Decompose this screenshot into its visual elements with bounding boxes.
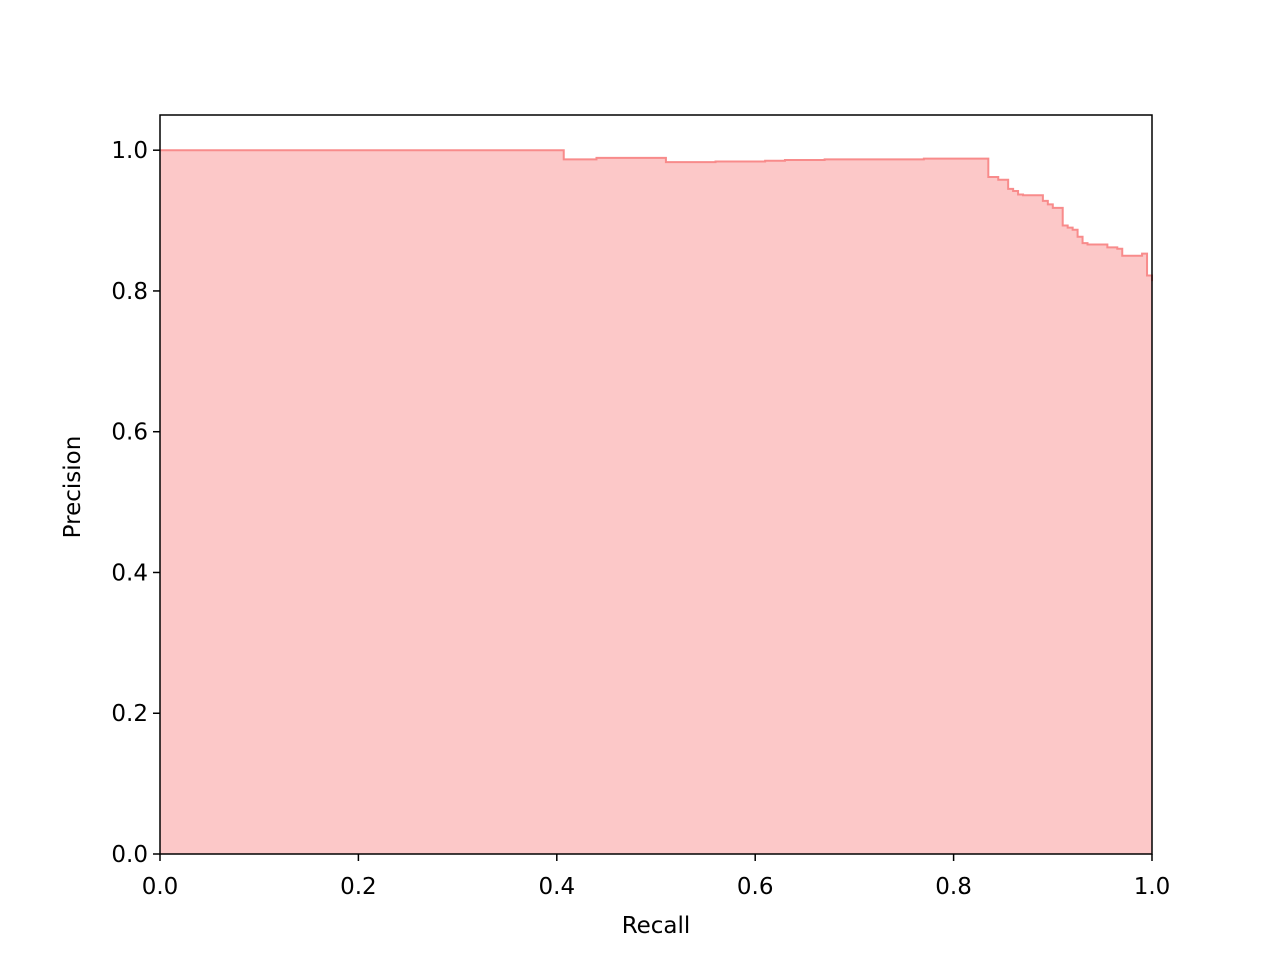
pr-area-fill <box>160 150 1152 854</box>
x-tick-label: 0.6 <box>737 874 774 900</box>
x-tick-label: 0.8 <box>935 874 972 900</box>
y-tick-label: 0.0 <box>111 842 148 868</box>
y-tick-label: 0.4 <box>111 560 148 586</box>
x-axis-label: Recall <box>622 913 691 939</box>
pr-step-line <box>160 149 1153 282</box>
x-axis: 0.0 0.2 0.4 0.6 0.8 1.0 <box>142 854 1171 900</box>
plot-area <box>160 149 1153 854</box>
x-tick-label: 1.0 <box>1134 874 1171 900</box>
y-axis: 0.0 0.2 0.4 0.6 0.8 1.0 <box>111 138 160 868</box>
x-tick-label: 0.0 <box>142 874 179 900</box>
y-axis-label: Precision <box>60 436 86 539</box>
y-tick-label: 0.2 <box>111 701 148 727</box>
axes-frame <box>159 114 1153 855</box>
x-tick-label: 0.2 <box>340 874 377 900</box>
y-tick-label: 0.8 <box>111 279 148 305</box>
x-tick-label: 0.4 <box>539 874 576 900</box>
y-tick-label: 1.0 <box>111 138 148 164</box>
y-tick-label: 0.6 <box>111 420 148 446</box>
